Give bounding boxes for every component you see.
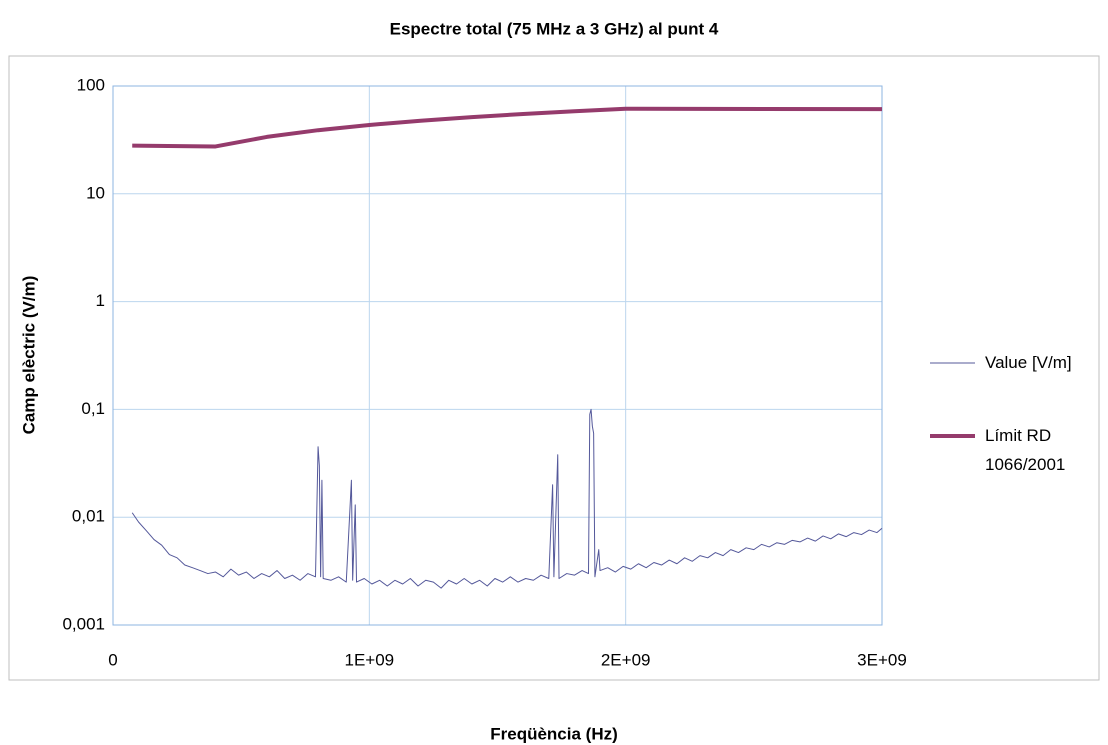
legend-label: Value [V/m] xyxy=(985,353,1072,372)
legend-label: Límit RD 1066/2001 xyxy=(985,426,1066,474)
data-line xyxy=(132,106,883,149)
x-tick-label: 0 xyxy=(108,650,117,669)
y-tick-label: 100 xyxy=(77,75,105,94)
y-tick-label: 0,001 xyxy=(62,614,105,633)
chart-frame xyxy=(8,55,1100,681)
x-tick-label: 3E+09 xyxy=(857,650,907,669)
plot-border xyxy=(112,85,883,626)
chart-title: Espectre total (75 MHz a 3 GHz) al punt … xyxy=(390,19,719,38)
y-tick-label: 0,1 xyxy=(81,399,105,418)
y-tick-label: 1 xyxy=(96,291,105,310)
y-tick-label: 10 xyxy=(86,183,105,202)
x-tick-label: 1E+09 xyxy=(345,650,395,669)
y-tick-label: 0,01 xyxy=(72,507,105,526)
x-axis-title: Freqüència (Hz) xyxy=(490,724,618,743)
data-line xyxy=(131,408,883,589)
y-axis-title: Camp elèctric (V/m) xyxy=(19,276,38,435)
x-tick-label: 2E+09 xyxy=(601,650,651,669)
